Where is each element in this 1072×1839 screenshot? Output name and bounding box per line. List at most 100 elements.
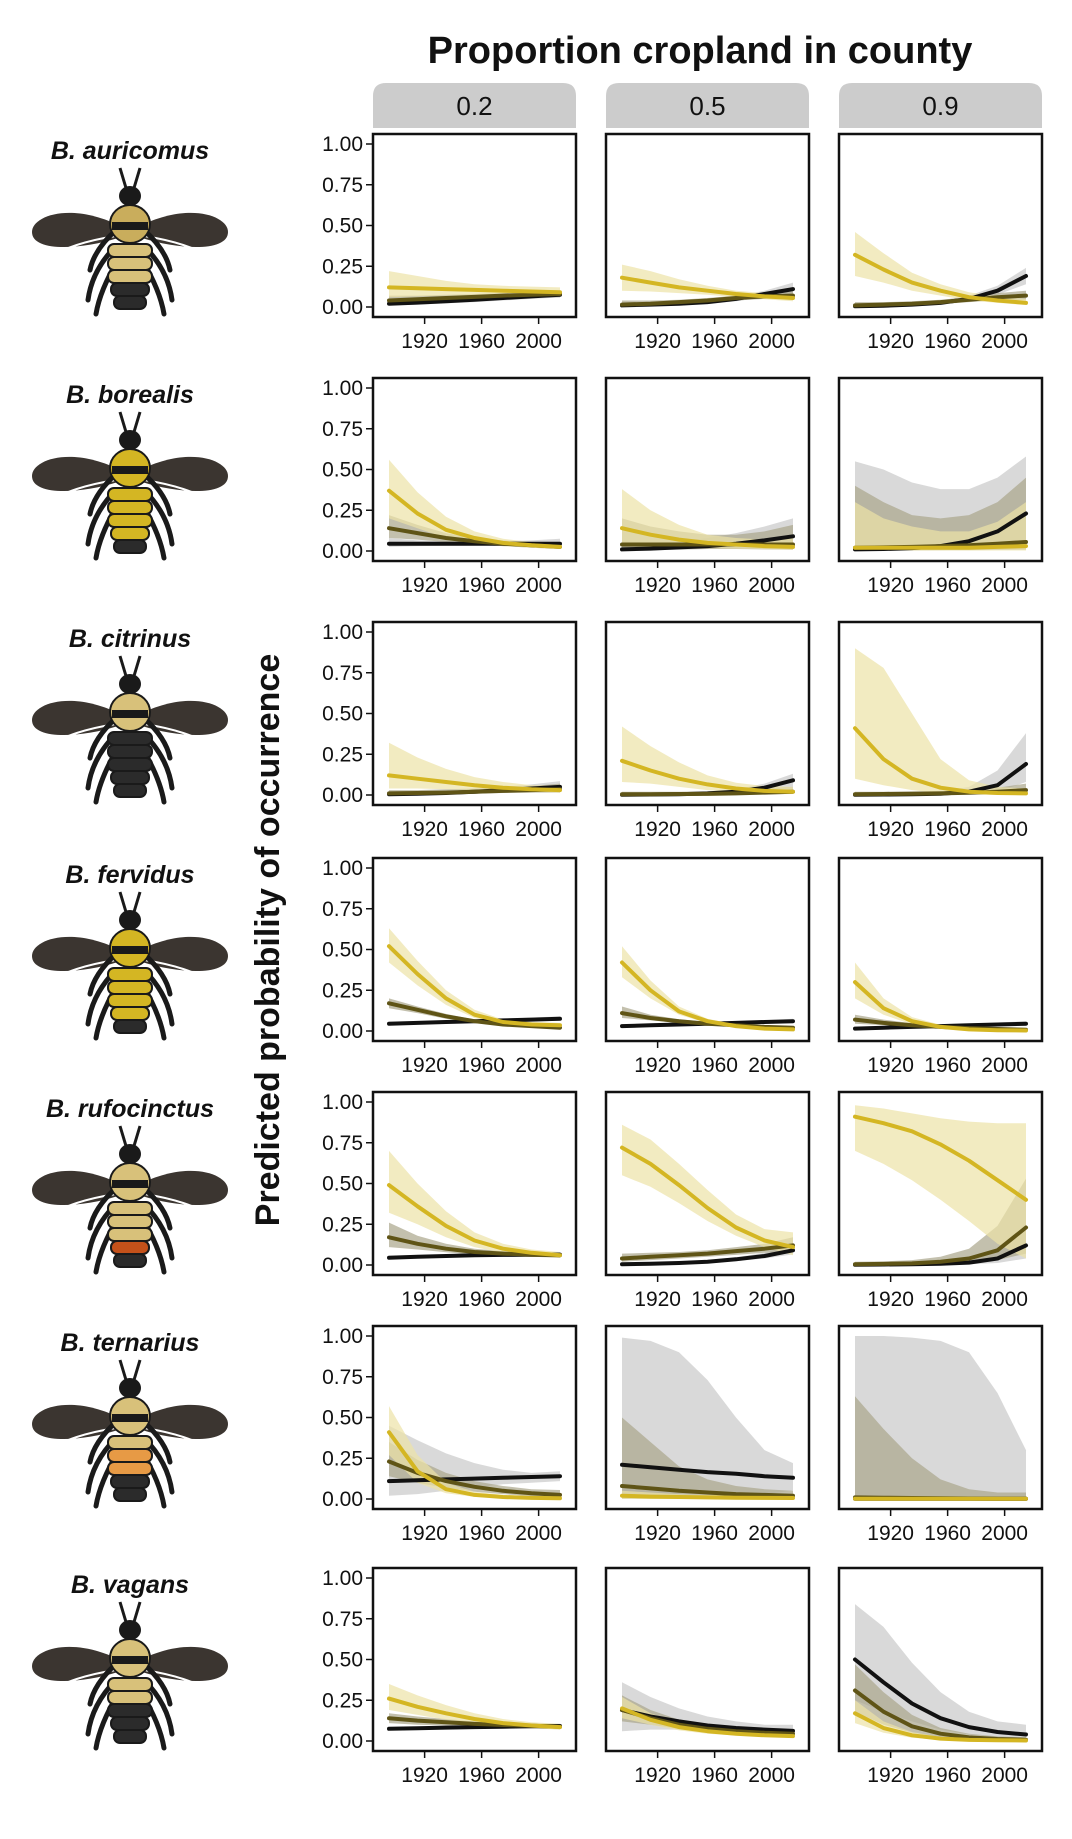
- y-axis: 0.00 0.25 0.50 0.75 1.00: [322, 1567, 373, 1753]
- bee-head: [119, 910, 141, 930]
- y-axis-label: Predicted probability of occurrence: [249, 654, 287, 1226]
- bee-abdomen-segment: [110, 1240, 150, 1255]
- x-tick-label: 1920: [634, 1764, 681, 1787]
- y-tick-label: 0.75: [322, 174, 363, 197]
- x-tick-label: 1960: [924, 1054, 971, 1077]
- bee-abdomen-segment: [107, 1201, 153, 1216]
- x-tick-label: 2000: [748, 818, 795, 841]
- x-tick-label: 1960: [924, 1522, 971, 1545]
- facet-row-0: B. auricomus 0.00 0.25 0.50 0.75 1.00 1920 1960…: [32, 132, 1044, 353]
- x-tick-label: 2000: [748, 574, 795, 597]
- panel-frame: [604, 620, 811, 807]
- x-tick-label: 2000: [748, 330, 795, 353]
- series-line-yellow: [853, 980, 1028, 1033]
- x-tick-label: 1960: [691, 818, 738, 841]
- series-line-black: [620, 1248, 795, 1267]
- series-line-yellow: [853, 726, 1028, 796]
- y-axis: 0.00 0.25 0.50 0.75 1.00: [322, 1091, 373, 1277]
- confidence-band-black: [855, 733, 1026, 795]
- confidence-band-yellow: [389, 459, 560, 549]
- facet-strip-0: 0.2: [373, 83, 576, 128]
- panel-background: [606, 858, 809, 1041]
- panel-frame: [837, 620, 1044, 807]
- facet-row-1: B. borealis 0.00 0.25 0.50 0.75 1.00 1920 1960 2…: [32, 376, 1044, 597]
- bee-antenna: [132, 1125, 142, 1147]
- bee-abdomen-segment: [107, 269, 153, 284]
- x-tick-label: 1920: [867, 574, 914, 597]
- x-tick-label: 2000: [515, 1054, 562, 1077]
- y-tick-label: 0.25: [322, 1213, 363, 1236]
- y-tick-label: 0.00: [322, 1488, 363, 1511]
- y-tick-label: 0.50: [322, 215, 363, 238]
- x-tick-label: 1920: [634, 1522, 681, 1545]
- facet-strip-bg: [606, 83, 809, 128]
- bee-wing-left: [32, 456, 118, 492]
- panel-frame: [371, 376, 578, 563]
- x-tick-label: 1920: [867, 1522, 914, 1545]
- series-line-yellow: [620, 1706, 795, 1739]
- facet-strip-label: 0.5: [689, 91, 725, 121]
- facet-row-2: B. citrinus 0.00 0.25 0.50 0.75 1.00 1920 1960 2…: [32, 620, 1044, 841]
- x-tick-label: 1960: [924, 574, 971, 597]
- bee-antenna: [132, 891, 142, 913]
- bee-abdomen-segment: [107, 1227, 153, 1242]
- x-tick-label: 1960: [924, 330, 971, 353]
- x-tick-label: 1960: [924, 1764, 971, 1787]
- bee-antenna: [118, 891, 128, 913]
- x-tick-label: 1920: [867, 818, 914, 841]
- series-line-yellow: [387, 1430, 562, 1501]
- x-tick-label: 1920: [634, 330, 681, 353]
- bee-abdomen-segment: [107, 1448, 153, 1463]
- x-tick-label: 1960: [458, 818, 505, 841]
- confidence-band-yellow: [855, 502, 1026, 551]
- panel-frame: [604, 1090, 811, 1277]
- panel-1-2: 1920 1960 2000: [837, 376, 1044, 597]
- bee-antenna: [118, 167, 128, 189]
- y-tick-label: 0.25: [322, 1447, 363, 1470]
- bee-antenna: [132, 167, 142, 189]
- x-tick-label: 1920: [867, 330, 914, 353]
- x-tick-label: 2000: [515, 574, 562, 597]
- bee-abdomen-segment: [113, 1019, 147, 1034]
- y-tick-label: 1.00: [322, 621, 363, 644]
- y-tick-label: 0.50: [322, 1649, 363, 1672]
- series-line-yellow: [620, 526, 795, 549]
- panel-frame: [837, 132, 1044, 319]
- y-tick-label: 0.25: [322, 1689, 363, 1712]
- facet-row-5: B. ternarius 0.00 0.25 0.50 0.75 1.00 1920 1960…: [32, 1324, 1044, 1545]
- series-line-yellow: [620, 275, 795, 300]
- bee-abdomen-segment: [107, 500, 153, 515]
- x-tick-label: 1920: [867, 1764, 914, 1787]
- series-line-brown: [853, 1225, 1028, 1267]
- bee-wing-left: [32, 936, 118, 972]
- series-line-brown: [620, 1243, 795, 1261]
- x-tick-label: 2000: [981, 1522, 1028, 1545]
- series-line-black: [620, 1462, 795, 1480]
- species-label: B. fervidus: [65, 861, 194, 889]
- species-label: B. borealis: [66, 381, 194, 409]
- facet-strip-label: 0.2: [456, 91, 492, 121]
- x-tick-label: 1960: [924, 1288, 971, 1311]
- bee-thorax-band: [112, 1180, 148, 1188]
- y-tick-label: 0.50: [322, 939, 363, 962]
- panel-frame: [837, 856, 1044, 1043]
- bee-antenna: [132, 655, 142, 677]
- x-tick-label: 1920: [867, 1288, 914, 1311]
- facet-strip-2: 0.9: [839, 83, 1042, 128]
- y-tick-label: 0.00: [322, 784, 363, 807]
- y-tick-label: 1.00: [322, 857, 363, 880]
- facet-strip-bg: [839, 83, 1042, 128]
- confidence-band-yellow: [855, 1105, 1026, 1259]
- panel-4-1: 1920 1960 2000: [604, 1090, 811, 1311]
- bee-head: [119, 1620, 141, 1640]
- bee-wing-right: [142, 936, 228, 972]
- bee-abdomen-segment: [107, 1703, 153, 1718]
- bee-illustration: [32, 1601, 228, 1751]
- x-tick-label: 2000: [515, 818, 562, 841]
- x-tick-label: 1920: [401, 1522, 448, 1545]
- bee-head: [119, 1144, 141, 1164]
- species-label: B. auricomus: [51, 137, 209, 165]
- confidence-band-yellow: [855, 648, 1026, 795]
- y-axis: 0.00 0.25 0.50 0.75 1.00: [322, 133, 373, 319]
